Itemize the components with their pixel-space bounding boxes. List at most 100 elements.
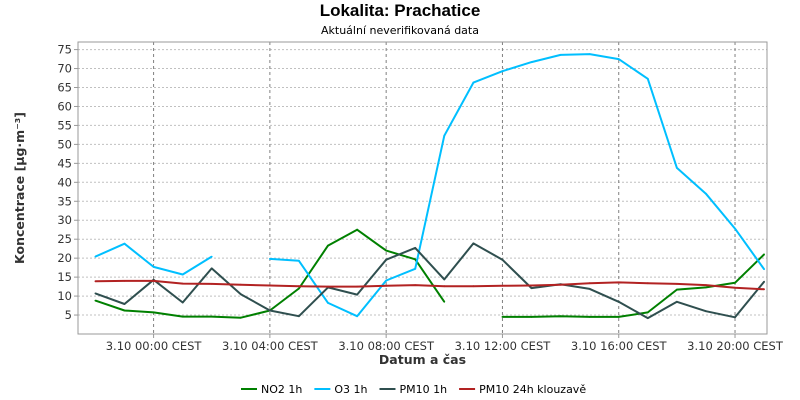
legend-label: O3 1h (334, 383, 367, 396)
series-no2-1h (94, 228, 765, 319)
data-point (123, 309, 126, 312)
data-point (152, 311, 155, 314)
x-axis: 3.10 00:00 CEST 3.10 04:00 CEST 3.10 08:00… (106, 334, 784, 353)
data-point (152, 280, 155, 282)
data-point (210, 255, 213, 258)
data-point (327, 244, 329, 247)
chart-title: Lokalita: Prachatice (319, 1, 481, 20)
x-tick-label: 3.10 08:00 CEST (338, 339, 435, 353)
data-point (298, 259, 300, 262)
x-tick-label: 3.10 12:00 CEST (455, 339, 552, 353)
data-point (385, 279, 388, 282)
data-point (152, 266, 155, 268)
y-tick-label: 45 (57, 156, 72, 170)
y-tick-label: 10 (57, 289, 72, 303)
y-tick-label: 5 (65, 308, 72, 322)
data-point (385, 258, 388, 261)
data-point (588, 288, 591, 290)
data-point (94, 299, 97, 302)
y-tick-label: 40 (57, 175, 72, 189)
series-lines (94, 53, 765, 320)
legend-label: NO2 1h (261, 383, 302, 396)
data-point (123, 280, 126, 282)
data-point (676, 283, 678, 285)
data-point (181, 273, 184, 276)
data-point (530, 61, 533, 63)
data-point (385, 249, 388, 252)
data-point (734, 281, 736, 284)
data-point (443, 134, 446, 137)
y-tick-label: 55 (57, 118, 72, 132)
x-axis-label: Datum a čas (379, 352, 466, 367)
x-tick-label: 3.10 04:00 CEST (222, 339, 319, 353)
data-point (676, 167, 678, 169)
data-point (646, 317, 649, 319)
legend: NO2 1h O3 1h PM10 1h PM10 24h klouzavě (241, 383, 586, 396)
data-point (298, 315, 300, 318)
data-point (443, 285, 446, 288)
series-line (269, 53, 765, 318)
data-point (705, 310, 707, 313)
data-point (501, 284, 504, 287)
y-tick-label: 15 (57, 270, 72, 284)
data-point (763, 288, 765, 291)
data-point (414, 284, 417, 286)
data-point (269, 309, 271, 312)
y-tick-label: 35 (57, 194, 72, 208)
data-point (676, 300, 678, 303)
y-tick-label: 70 (57, 62, 72, 76)
data-point (559, 283, 562, 286)
data-point (210, 315, 213, 318)
legend-item: O3 1h (314, 383, 368, 396)
data-point (414, 247, 417, 249)
data-point (327, 285, 329, 288)
data-point (94, 255, 97, 258)
series-line (95, 242, 765, 320)
data-point (646, 77, 649, 80)
data-point (472, 285, 475, 288)
y-tick-label: 60 (57, 99, 72, 113)
data-point (210, 283, 213, 285)
data-point (298, 287, 300, 290)
data-point (385, 284, 388, 287)
data-point (530, 316, 533, 318)
data-point (763, 253, 765, 256)
legend-item: PM10 1h (379, 383, 447, 396)
data-point (269, 284, 271, 287)
series-pm10-24h-klouzav- (94, 279, 765, 291)
data-point (239, 283, 242, 286)
data-point (734, 316, 736, 319)
data-point (356, 315, 358, 318)
y-axis-label: Koncentrace [µg·m⁻³] (12, 112, 27, 264)
data-point (646, 282, 649, 285)
x-tick-label: 3.10 00:00 CEST (106, 339, 203, 353)
series-pm10-1h (94, 242, 765, 320)
data-point (181, 315, 184, 318)
grid-lines (78, 42, 767, 334)
data-point (705, 192, 707, 195)
data-point (676, 288, 678, 291)
data-point (414, 258, 417, 261)
data-point (414, 267, 417, 270)
chart-subtitle: Aktuální neverifikovaná data (321, 24, 479, 37)
data-point (501, 316, 504, 318)
data-point (443, 300, 446, 303)
data-point (617, 300, 620, 303)
legend-label: PM10 1h (399, 383, 447, 396)
data-point (559, 54, 562, 56)
data-point (239, 293, 242, 296)
data-point (617, 316, 620, 318)
data-point (763, 268, 765, 271)
data-point (530, 284, 533, 287)
legend-item: NO2 1h (241, 383, 302, 396)
legend-item: PM10 24h klouzavě (459, 383, 586, 396)
series-line (502, 253, 765, 318)
data-point (94, 280, 97, 283)
data-point (472, 242, 475, 245)
y-tick-label: 65 (57, 81, 72, 95)
data-point (617, 281, 620, 284)
y-axis: 5 10 15 20 25 30 35 40 45 50 55 60 65 70 75 (57, 43, 78, 322)
data-point (705, 284, 707, 286)
data-point (617, 58, 620, 60)
data-point (501, 258, 504, 261)
